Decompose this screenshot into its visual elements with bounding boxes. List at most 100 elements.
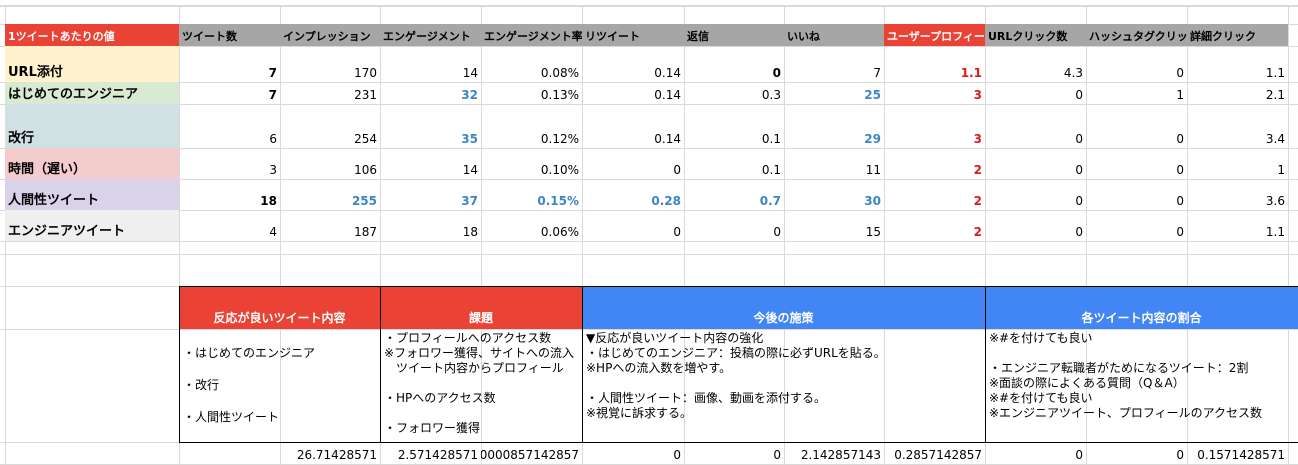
data-cell[interactable]: 4 <box>269 225 277 239</box>
data-cell[interactable]: 14 <box>462 163 478 177</box>
data-cell[interactable]: 7 <box>873 66 881 80</box>
bottom-value-cell[interactable]: 0.1571428571 <box>1197 448 1285 462</box>
data-cell[interactable]: 0.12% <box>540 132 579 146</box>
summary-body-issues[interactable]: ・プロフィールへのアクセス数 ※フォロワー獲得、サイトへの流入 ツイート内容からプ… <box>384 331 580 440</box>
data-cell[interactable]: 1.1 <box>1265 66 1285 80</box>
data-cell[interactable]: 170 <box>354 66 377 80</box>
header-cell-4[interactable]: エンゲージメント率 <box>481 24 582 46</box>
header-cell-3[interactable]: エンゲージメント <box>380 24 481 46</box>
data-cell[interactable]: 1 <box>1277 163 1285 177</box>
data-cell[interactable]: 0 <box>772 66 781 80</box>
bottom-value-cell[interactable]: 0 <box>773 448 781 462</box>
bottom-value-cell[interactable]: 26.71428571 <box>296 448 377 462</box>
summary-body-good-tweets[interactable]: ・はじめてのエンジニア ・改行 ・人間性ツイート <box>183 345 378 454</box>
data-cell[interactable]: 1 <box>1176 88 1184 102</box>
header-cell-9[interactable]: URLクリック数 <box>985 24 1086 46</box>
data-cell[interactable]: 0.1 <box>761 163 781 177</box>
data-cell[interactable]: 0 <box>1075 88 1083 102</box>
summary-header-issues[interactable]: 課題 <box>380 286 582 329</box>
data-cell[interactable]: 0.15% <box>537 194 579 208</box>
data-cell[interactable]: 0.14 <box>654 88 681 102</box>
data-cell[interactable]: 11 <box>865 163 881 177</box>
header-cell-2[interactable]: インプレッション <box>280 24 380 46</box>
data-cell[interactable]: 0.3 <box>761 88 781 102</box>
row-label[interactable]: 人間性ツイート <box>5 179 179 210</box>
header-cell-10[interactable]: ハッシュタグクリッ <box>1086 24 1187 46</box>
bottom-value-cell[interactable]: 0 <box>1176 448 1184 462</box>
data-cell[interactable]: 7 <box>268 66 277 80</box>
data-cell[interactable]: 254 <box>354 132 377 146</box>
data-cell[interactable]: 3 <box>973 88 982 102</box>
data-cell[interactable]: 0 <box>673 163 681 177</box>
row-label[interactable]: はじめてのエンジニア <box>5 82 179 104</box>
summary-header-good-tweets[interactable]: 反応が良いツイート内容 <box>179 286 380 329</box>
data-cell[interactable]: 25 <box>864 88 881 102</box>
data-cell[interactable]: 0 <box>1075 225 1083 239</box>
data-cell[interactable]: 0 <box>1075 163 1083 177</box>
row-label[interactable]: 改行 <box>5 104 179 148</box>
row-label[interactable]: 時間（遅い） <box>5 148 179 179</box>
data-cell[interactable]: 37 <box>461 194 478 208</box>
data-cell[interactable]: 14 <box>462 66 478 80</box>
data-cell[interactable]: 3 <box>973 132 982 146</box>
data-cell[interactable]: 231 <box>354 88 377 102</box>
data-cell[interactable]: 0 <box>1176 163 1184 177</box>
data-cell[interactable]: 15 <box>865 225 881 239</box>
row-label[interactable]: URL添付 <box>5 46 179 82</box>
header-cell-1[interactable]: ツイート数 <box>179 24 280 46</box>
data-cell[interactable]: 0.7 <box>759 194 781 208</box>
data-cell[interactable]: 0 <box>773 225 781 239</box>
data-cell[interactable]: 0.08% <box>540 66 579 80</box>
bottom-value-cell[interactable]: 2.142857143 <box>800 448 881 462</box>
data-cell[interactable]: 0 <box>1176 225 1184 239</box>
data-cell[interactable]: 106 <box>354 163 377 177</box>
data-cell[interactable]: 0 <box>1075 132 1083 146</box>
summary-body-ratios[interactable]: ※#を付けても良い ・エンジニア転職者がためになるツイート：2割 ※面談の際によくあ… <box>989 331 1296 440</box>
data-cell[interactable]: 0.06% <box>540 225 579 239</box>
data-cell[interactable]: 0 <box>1176 132 1184 146</box>
data-cell[interactable]: 0 <box>673 225 681 239</box>
data-cell[interactable]: 7 <box>268 88 277 102</box>
data-cell[interactable]: 35 <box>461 132 478 146</box>
data-cell[interactable]: 6 <box>269 132 277 146</box>
data-cell[interactable]: 29 <box>864 132 881 146</box>
header-cell-0[interactable]: 1ツイートあたりの値 <box>5 24 179 46</box>
bottom-value-cell[interactable]: 0.2857142857 <box>894 448 982 462</box>
header-cell-5[interactable]: リツイート <box>582 24 684 46</box>
data-cell[interactable]: 2.1 <box>1265 88 1285 102</box>
bottom-value-cell[interactable]: 0 <box>1075 448 1083 462</box>
data-cell[interactable]: 255 <box>351 194 377 208</box>
summary-header-plans[interactable]: 今後の施策 <box>582 286 985 329</box>
data-cell[interactable]: 1.1 <box>1265 225 1285 239</box>
data-cell[interactable]: 0 <box>1176 66 1184 80</box>
data-cell[interactable]: 0.14 <box>654 66 681 80</box>
header-cell-7[interactable]: いいね <box>784 24 884 46</box>
data-cell[interactable]: 2 <box>973 163 982 177</box>
bottom-value-cell[interactable]: 0.0000857142857 <box>481 448 579 462</box>
summary-body-plans[interactable]: ▼反応が良いツイート内容の強化 ・はじめてのエンジニア：投稿の際に必ずURLを貼る… <box>586 331 983 440</box>
row-label[interactable]: エンジニアツイート <box>5 210 179 241</box>
data-cell[interactable]: 0.13% <box>540 88 579 102</box>
data-cell[interactable]: 0 <box>1176 194 1184 208</box>
data-cell[interactable]: 0.28 <box>651 194 681 208</box>
data-cell[interactable]: 18 <box>462 225 478 239</box>
bottom-value-cell[interactable]: 2.571428571 <box>397 448 478 462</box>
data-cell[interactable]: 3 <box>269 163 277 177</box>
data-cell[interactable]: 0.14 <box>654 132 681 146</box>
data-cell[interactable]: 18 <box>260 194 277 208</box>
data-cell[interactable]: 0 <box>1075 194 1083 208</box>
data-cell[interactable]: 0.10% <box>540 163 579 177</box>
data-cell[interactable]: 32 <box>461 88 478 102</box>
data-cell[interactable]: 3.4 <box>1265 132 1285 146</box>
data-cell[interactable]: 0.1 <box>761 132 781 146</box>
data-cell[interactable]: 187 <box>354 225 377 239</box>
header-cell-11[interactable]: 詳細クリック <box>1187 24 1288 46</box>
summary-header-ratios[interactable]: 各ツイート内容の割合 <box>985 286 1298 329</box>
data-cell[interactable]: 3.6 <box>1265 194 1285 208</box>
data-cell[interactable]: 1.1 <box>960 66 982 80</box>
header-cell-6[interactable]: 返信 <box>684 24 784 46</box>
bottom-value-cell[interactable]: 0 <box>673 448 681 462</box>
data-cell[interactable]: 30 <box>864 194 881 208</box>
data-cell[interactable]: 2 <box>973 194 982 208</box>
data-cell[interactable]: 2 <box>973 225 982 239</box>
